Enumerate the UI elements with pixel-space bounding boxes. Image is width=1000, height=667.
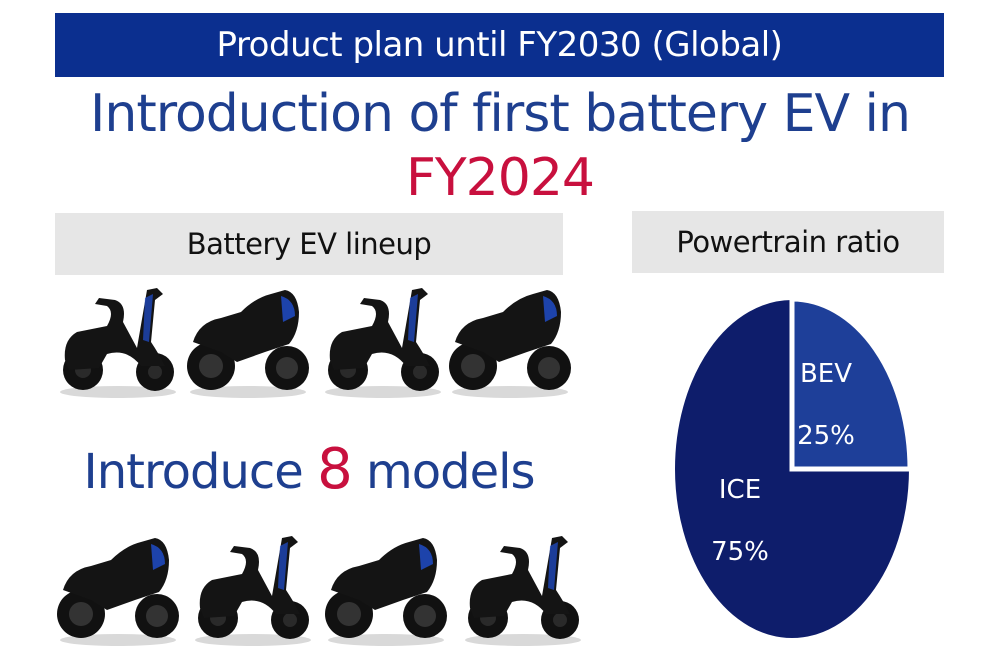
introduce-count: 8 bbox=[317, 437, 353, 502]
motorcycle-image bbox=[187, 290, 309, 398]
title-banner: Product plan until FY2030 (Global) bbox=[55, 13, 944, 77]
motorcycle-image bbox=[57, 538, 179, 646]
powertrain-pie-chart: BEV 25% ICE 75% bbox=[673, 298, 912, 640]
motorcycle-image bbox=[449, 290, 571, 398]
introduce-post: models bbox=[365, 444, 535, 500]
ratio-header: Powertrain ratio bbox=[632, 211, 944, 273]
motorcycle-image bbox=[325, 538, 447, 646]
headline: Introduction of first battery EV in FY20… bbox=[0, 82, 1000, 210]
banner-title: Product plan until FY2030 (Global) bbox=[216, 25, 783, 65]
motorcycle-image bbox=[60, 288, 176, 398]
lineup-header: Battery EV lineup bbox=[55, 213, 563, 275]
pie-label-bev: BEV bbox=[800, 359, 852, 389]
pie-value-ice: 75% bbox=[711, 537, 769, 567]
headline-line1: Introduction of first battery EV in bbox=[90, 84, 911, 144]
introduce-models-text: Introduce 8 models bbox=[55, 437, 563, 502]
motorcycle-image bbox=[465, 536, 581, 646]
lineup-heading: Battery EV lineup bbox=[186, 227, 432, 261]
motorcycle-image bbox=[195, 536, 311, 646]
introduce-pre: Introduce bbox=[83, 444, 304, 500]
motorcycle-image bbox=[325, 288, 441, 398]
pie-label-ice: ICE bbox=[719, 475, 761, 505]
pie-slice-bev bbox=[789, 298, 912, 472]
headline-line2: FY2024 bbox=[405, 148, 595, 208]
ratio-heading: Powertrain ratio bbox=[676, 225, 900, 259]
pie-value-bev: 25% bbox=[797, 421, 855, 451]
